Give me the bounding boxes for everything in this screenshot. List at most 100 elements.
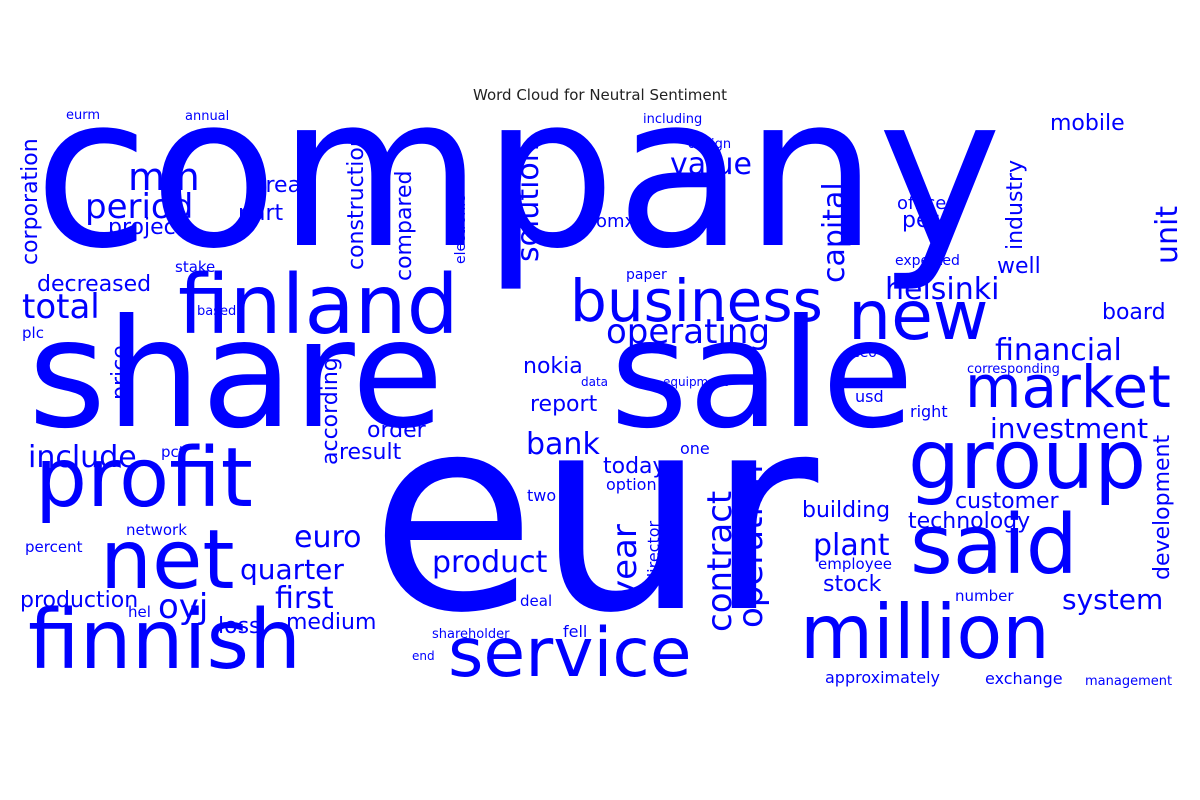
word-project: project [108,215,185,240]
word-network: network [126,521,187,539]
word-million: million [800,588,1050,676]
word-area: area [252,173,302,198]
word-electronic: electronic [453,195,469,264]
word-new: new [848,277,989,356]
word-stock: stock [823,572,882,597]
word-plant: plant [813,528,890,563]
word-said: said [910,498,1078,593]
word-investment: investment [990,412,1149,445]
word-finland: finland [178,258,459,353]
word-technology: technology [908,509,1031,534]
word-customer: customer [955,489,1059,514]
word-one: one [680,439,710,458]
word-paper: paper [626,267,667,283]
word-share: share [28,288,444,462]
word-fell: fell [563,622,588,641]
word-including: including [643,112,703,127]
word-medium: medium [286,610,377,635]
word-quarter: quarter [240,553,344,586]
word-percent: percent [25,538,83,556]
word-design: design [688,137,732,152]
word-pct: pct [161,443,185,461]
word-part: part [238,201,284,226]
word-employee: employee [818,555,893,573]
word-total: total [22,287,100,327]
word-finnish: finnish [28,593,302,688]
word-based: based [197,304,237,319]
word-corporation: corporation [18,138,43,265]
word-right: right [910,402,948,421]
word-industry: industry [1003,159,1028,250]
word-operation: operation [731,464,771,628]
word-product: product [432,545,548,580]
word-board: board [1102,300,1166,325]
word-management: management [1085,674,1173,689]
word-operating: operating [606,312,771,352]
word-sale: sale [610,288,915,462]
word-equipment: equipment [663,375,728,389]
word-capital: capital [817,182,852,283]
word-exchange: exchange [985,669,1063,688]
word-company: company [34,50,1002,295]
word-solution: solution [511,143,546,262]
word-expected: expected [895,253,960,269]
word-decreased: decreased [37,272,152,297]
word-order: order [367,418,426,443]
word-price: price [108,345,133,400]
word-system: system [1062,583,1164,616]
word-oyj: oyj [158,587,209,627]
word-first: first [275,581,334,616]
word-omx: omx [596,211,636,232]
word-loss: loss [218,614,261,639]
word-today: today [603,454,666,479]
word-helsinki: helsinki [885,272,1000,307]
word-value: value [670,147,752,182]
word-deal: deal [520,592,553,610]
word-business: business [570,267,823,335]
word-bank: bank [526,427,600,462]
word-office: office [897,193,947,214]
word-compared: compared [392,170,417,282]
word-group: group [908,413,1147,508]
word-eurm: eurm [66,108,101,123]
word-profit: profit [35,431,253,526]
word-nokia: nokia [523,354,583,379]
word-development: development [1150,434,1175,580]
word-hel: hel [128,603,151,621]
word-data: data [581,375,609,389]
word-financial: financial [995,333,1122,368]
word-per: per [902,208,939,233]
word-well: well [997,254,1041,279]
word-production: production [20,588,139,613]
word-ceo: ceo [852,345,877,361]
word-net: net [100,513,235,608]
word-result: result [339,440,402,465]
word-approximately: approximately [825,668,940,687]
word-eur: eur [370,357,819,672]
word-euro: euro [294,520,362,555]
word-end: end [412,649,435,663]
word-director: director [644,520,663,583]
word-annual: annual [185,109,230,124]
word-usd: usd [855,387,884,406]
word-shareholder: shareholder [432,627,510,642]
word-option: option [606,475,657,494]
word-unit: unit [1150,205,1185,264]
word-building: building [802,498,891,523]
word-market: market [965,353,1171,421]
word-report: report [530,392,598,417]
word-number: number [955,587,1014,605]
word-year: year [605,524,645,600]
word-two: two [527,486,557,505]
word-corresponding: corresponding [967,362,1060,377]
word-construction: construction [344,133,369,270]
word-mln: mln [128,155,200,199]
word-period: period [85,187,194,227]
word-service: service [448,614,692,693]
word-include: include [28,440,137,475]
word-stake: stake [175,258,216,276]
chart-title: Word Cloud for Neutral Sentiment [473,86,727,104]
word-plc: plc [22,324,44,342]
word-mobile: mobile [1050,111,1125,136]
